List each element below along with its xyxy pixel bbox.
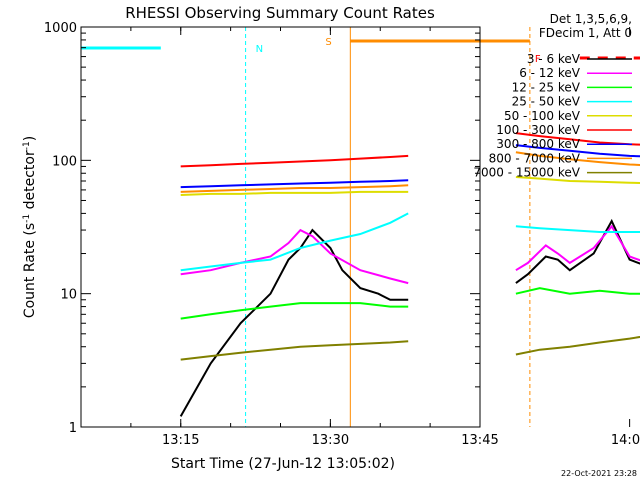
series-line-5 [515, 132, 640, 146]
legend-label: 300 - 800 keV [496, 137, 580, 151]
legend-label: 25 - 50 keV [512, 95, 581, 109]
legend-label: 50 - 100 keV [504, 109, 581, 123]
legend-label: 7000 - 15000 keV [473, 166, 580, 180]
series-line-3 [180, 212, 409, 272]
series-line-6 [515, 144, 640, 158]
chart-title: RHESSI Observing Summary Count Rates [125, 4, 435, 22]
x-tick-label: 13:15 [162, 433, 199, 448]
x-tick-label: 13:45 [461, 433, 498, 448]
y-tick-label: 100 [52, 154, 77, 169]
series-layer [179, 132, 640, 417]
y-tick-label: 1 [69, 421, 77, 436]
series-line-2 [515, 287, 640, 295]
series-line-7 [515, 151, 640, 166]
x-tick-label: 13:30 [312, 433, 349, 448]
footer-timestamp: 22-Oct-2021 23:28 [561, 469, 637, 478]
y-tick-label: 1000 [44, 21, 77, 36]
flare-label: F [535, 54, 541, 65]
y-axis-label: Count Rate (s-1 detector-1) [22, 136, 38, 318]
series-line-6 [180, 179, 409, 189]
legend-label: 3 - 6 keV [527, 52, 581, 66]
legend-label: 6 - 12 keV [519, 66, 581, 80]
saa-label: S [325, 37, 331, 48]
series-line-8 [515, 335, 640, 356]
series-line-4 [180, 190, 409, 196]
series-line-1 [515, 224, 640, 272]
series-line-0 [179, 228, 409, 417]
series-line-8 [180, 340, 409, 361]
axis-layer: 13:1513:3013:4514:0014:1514:3014:4511010… [44, 21, 640, 448]
series-line-5 [180, 154, 409, 168]
series-line-0 [515, 218, 640, 284]
legend-label: 800 - 7000 keV [489, 151, 581, 165]
legend-label: 12 - 25 keV [512, 80, 581, 94]
night-label: N [256, 44, 263, 55]
series-line-1 [180, 228, 409, 285]
legend-label: 100 - 300 keV [496, 123, 580, 137]
series-line-2 [180, 302, 409, 320]
series-line-4 [515, 176, 640, 184]
y-tick-label: 10 [60, 288, 77, 303]
series-line-3 [515, 225, 640, 233]
series-line-7 [180, 184, 409, 193]
legend-header-line-1: Det 1,3,5,6,9, [550, 12, 632, 26]
x-axis-label: Start Time (27-Jun-12 13:05:02) [171, 456, 395, 472]
x-tick-label: 14:00 [611, 433, 640, 448]
legend-header-line-2: FDecim 1, Att 0 [539, 26, 632, 40]
